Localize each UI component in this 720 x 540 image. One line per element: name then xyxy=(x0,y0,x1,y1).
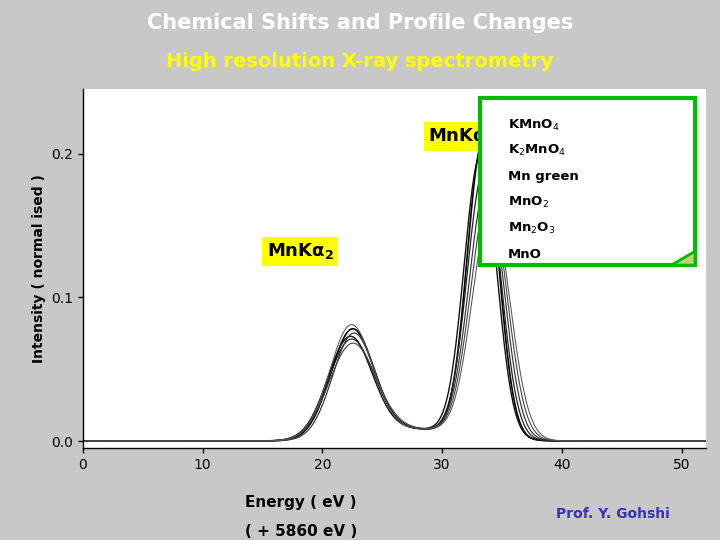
Text: MnK$\mathbf{\alpha_2}$: MnK$\mathbf{\alpha_2}$ xyxy=(266,241,333,261)
Text: ( + 5860 eV ): ( + 5860 eV ) xyxy=(245,524,357,538)
Text: MnO$_2$: MnO$_2$ xyxy=(508,195,549,210)
Y-axis label: Intensity ( normal ised ): Intensity ( normal ised ) xyxy=(32,174,45,363)
Text: Energy ( eV ): Energy ( eV ) xyxy=(245,495,356,510)
FancyBboxPatch shape xyxy=(480,98,695,265)
Text: Mn$_2$O$_3$: Mn$_2$O$_3$ xyxy=(508,221,556,236)
Text: MnO: MnO xyxy=(508,248,542,261)
Text: Chemical Shifts and Profile Changes: Chemical Shifts and Profile Changes xyxy=(147,14,573,33)
Text: High resolution X-ray spectrometry: High resolution X-ray spectrometry xyxy=(166,52,554,71)
Text: Prof. Y. Gohshi: Prof. Y. Gohshi xyxy=(556,507,670,521)
Text: Mn green: Mn green xyxy=(508,170,579,183)
Text: MnK$\mathbf{\alpha_1}$: MnK$\mathbf{\alpha_1}$ xyxy=(428,126,495,146)
Text: KMnO$_4$: KMnO$_4$ xyxy=(508,118,559,132)
Text: K$_2$MnO$_4$: K$_2$MnO$_4$ xyxy=(508,143,566,158)
Polygon shape xyxy=(671,252,695,265)
